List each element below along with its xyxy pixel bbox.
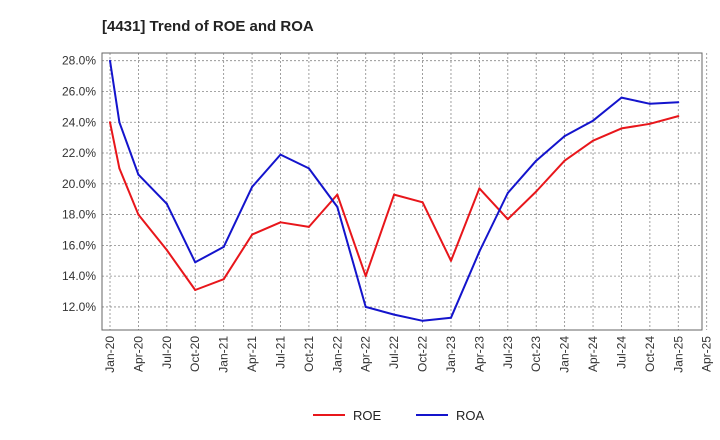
x-tick-label: Apr-24 bbox=[586, 336, 600, 372]
data-point-roe bbox=[421, 201, 424, 204]
x-tick-label: Jan-22 bbox=[330, 336, 344, 373]
data-point-roa bbox=[592, 119, 595, 122]
data-point-roe bbox=[251, 233, 254, 236]
data-point-roa bbox=[563, 135, 566, 138]
y-tick-label: 16.0% bbox=[62, 238, 96, 252]
legend-label-roa: ROA bbox=[456, 408, 485, 423]
legend: ROE ROA bbox=[313, 408, 485, 423]
x-tick-label: Oct-23 bbox=[529, 336, 543, 372]
plot-background bbox=[102, 53, 702, 330]
data-point-roa bbox=[279, 153, 282, 156]
data-point-roa bbox=[251, 185, 254, 188]
x-tick-label: Jul-21 bbox=[273, 336, 287, 369]
data-point-roe bbox=[194, 288, 197, 291]
data-point-roa bbox=[478, 250, 481, 253]
data-point-roa bbox=[137, 173, 140, 176]
data-point-roe bbox=[677, 115, 680, 118]
data-point-roe bbox=[393, 193, 396, 196]
y-tick-label: 20.0% bbox=[62, 177, 96, 191]
data-point-roa bbox=[364, 305, 367, 308]
data-point-roe bbox=[535, 190, 538, 193]
data-point-roa bbox=[393, 313, 396, 316]
data-point-roa bbox=[336, 205, 339, 208]
data-point-roe bbox=[364, 275, 367, 278]
y-tick-label: 22.0% bbox=[62, 146, 96, 160]
x-tick-label: Apr-21 bbox=[245, 336, 259, 372]
data-point-roe bbox=[137, 213, 140, 216]
x-tick-label: Jan-20 bbox=[103, 336, 117, 373]
plot-border bbox=[101, 52, 703, 331]
chart-title: [4431] Trend of ROE and ROA bbox=[102, 18, 314, 35]
data-point-roa bbox=[118, 121, 121, 124]
series-line-roa bbox=[109, 60, 679, 322]
data-point-roe bbox=[118, 167, 121, 170]
data-point-roe bbox=[478, 187, 481, 190]
x-tick-label: Oct-20 bbox=[188, 336, 202, 372]
x-tick-label: Jan-25 bbox=[671, 336, 685, 373]
x-tick-label: Apr-20 bbox=[131, 336, 145, 372]
x-tick-label: Oct-24 bbox=[643, 336, 657, 372]
data-point-roa bbox=[677, 101, 680, 104]
data-point-roe bbox=[592, 139, 595, 142]
y-tick-label: 28.0% bbox=[62, 54, 96, 68]
x-tick-label: Jan-21 bbox=[217, 336, 231, 373]
x-tick-label: Jul-20 bbox=[160, 336, 174, 369]
plot-area: 12.0% 14.0% 16.0% 18.0% 20.0% 22.0% 24.0% 26.0%… bbox=[62, 52, 714, 373]
legend-label-roe: ROE bbox=[353, 408, 382, 423]
y-tick-label: 18.0% bbox=[62, 208, 96, 222]
data-point-roa bbox=[620, 96, 623, 99]
data-point-roa bbox=[222, 245, 225, 248]
data-point-roa bbox=[506, 192, 509, 195]
x-tick-label: Jan-23 bbox=[444, 336, 458, 373]
data-point-roe bbox=[648, 122, 651, 125]
x-tick-label: Oct-21 bbox=[302, 336, 316, 372]
x-tick-label: Oct-22 bbox=[416, 336, 430, 372]
data-point-roe bbox=[109, 121, 111, 124]
x-tick-label: Jul-22 bbox=[387, 336, 401, 369]
x-tick-label: Apr-22 bbox=[359, 336, 373, 372]
data-point-roe bbox=[563, 159, 566, 162]
data-point-roe bbox=[336, 193, 339, 196]
y-tick-label: 12.0% bbox=[62, 300, 96, 314]
data-point-roe bbox=[165, 248, 168, 251]
data-point-roa bbox=[535, 159, 538, 162]
data-point-roe bbox=[506, 218, 509, 221]
series-line-roe bbox=[109, 115, 679, 291]
x-tick-label: Jul-23 bbox=[501, 336, 515, 369]
data-point-roe bbox=[620, 127, 623, 130]
data-point-roe bbox=[279, 221, 282, 224]
data-point-roa bbox=[109, 59, 111, 62]
data-point-roe bbox=[449, 259, 452, 262]
data-point-roe bbox=[222, 278, 225, 281]
data-point-roa bbox=[165, 202, 168, 205]
data-point-roa bbox=[421, 319, 424, 322]
y-tick-label: 14.0% bbox=[62, 269, 96, 283]
x-tick-label: Jan-24 bbox=[558, 336, 572, 373]
y-tick-label: 26.0% bbox=[62, 84, 96, 98]
data-point-roa bbox=[648, 102, 651, 105]
data-point-roa bbox=[307, 167, 310, 170]
data-point-roa bbox=[449, 316, 452, 319]
x-tick-label: Apr-23 bbox=[472, 336, 486, 372]
x-tick-label: Jul-24 bbox=[614, 336, 628, 369]
y-tick-label: 24.0% bbox=[62, 115, 96, 129]
data-point-roa bbox=[194, 261, 197, 264]
data-point-roe bbox=[307, 225, 310, 228]
x-tick-label: Apr-25 bbox=[700, 336, 714, 372]
